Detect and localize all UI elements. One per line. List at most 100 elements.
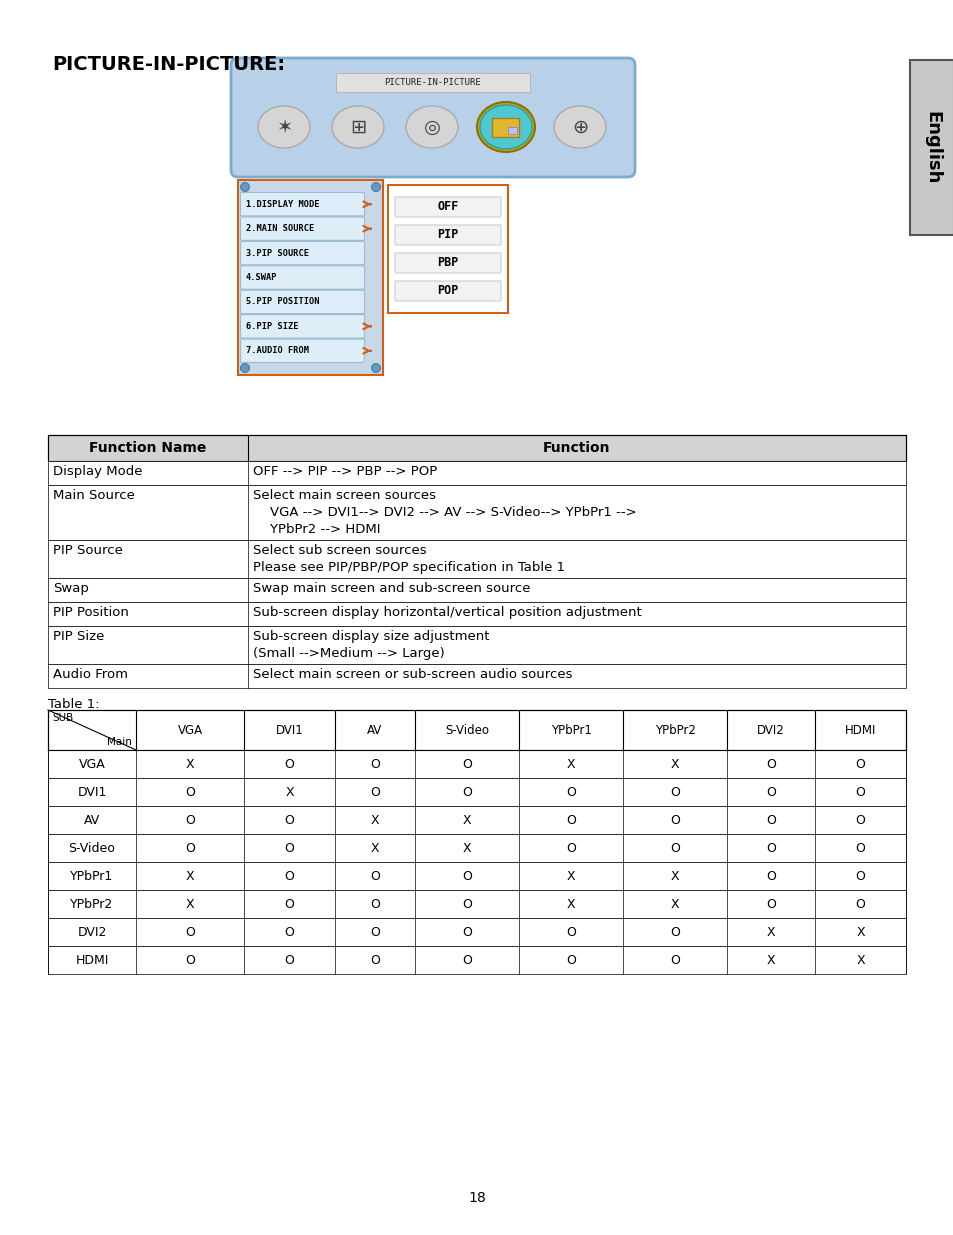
Ellipse shape (406, 106, 457, 148)
FancyBboxPatch shape (240, 241, 364, 264)
Text: Function: Function (542, 441, 610, 454)
Text: Select sub screen sources
Please see PIP/PBP/POP specification in Table 1: Select sub screen sources Please see PIP… (253, 543, 564, 574)
Text: ⊞: ⊞ (350, 117, 366, 137)
FancyBboxPatch shape (388, 185, 507, 312)
Text: 6.PIP SIZE: 6.PIP SIZE (246, 322, 298, 331)
Bar (48, 806, 905, 834)
Text: O: O (185, 925, 194, 939)
Text: DVI1: DVI1 (77, 785, 107, 799)
Text: X: X (670, 869, 679, 883)
Bar (48, 750, 905, 778)
Text: X: X (186, 869, 194, 883)
Text: X: X (566, 869, 575, 883)
Text: O: O (565, 925, 576, 939)
Text: O: O (284, 814, 294, 826)
Text: English: English (923, 111, 940, 184)
Text: S-Video: S-Video (69, 841, 115, 855)
Bar (48, 485, 905, 540)
Ellipse shape (332, 106, 384, 148)
FancyBboxPatch shape (395, 225, 500, 245)
Text: O: O (855, 869, 864, 883)
FancyBboxPatch shape (240, 290, 364, 314)
Text: O: O (669, 814, 679, 826)
Text: O: O (461, 869, 472, 883)
Text: VGA: VGA (78, 757, 105, 771)
Text: O: O (284, 925, 294, 939)
Ellipse shape (257, 106, 310, 148)
Text: 1.DISPLAY MODE: 1.DISPLAY MODE (246, 200, 319, 209)
Text: DVI2: DVI2 (77, 925, 107, 939)
Text: O: O (185, 841, 194, 855)
Text: O: O (765, 757, 775, 771)
Text: AV: AV (367, 724, 382, 736)
Text: X: X (462, 814, 471, 826)
Bar (48, 918, 905, 946)
Bar (48, 626, 905, 664)
Bar (48, 601, 905, 626)
Text: O: O (855, 757, 864, 771)
Text: YPbPr1: YPbPr1 (550, 724, 591, 736)
Bar (48, 461, 905, 485)
Text: YPbPr1: YPbPr1 (71, 869, 113, 883)
Text: O: O (765, 841, 775, 855)
Bar (48, 578, 905, 601)
Text: VGA: VGA (177, 724, 202, 736)
Text: X: X (855, 925, 864, 939)
Text: PIP Size: PIP Size (53, 630, 104, 643)
Text: Sub-screen display size adjustment
(Small -->Medium --> Large): Sub-screen display size adjustment (Smal… (253, 630, 489, 659)
Text: PBP: PBP (436, 257, 458, 269)
FancyBboxPatch shape (240, 340, 364, 363)
Bar (48, 834, 905, 862)
Text: PICTURE-IN-PICTURE: PICTURE-IN-PICTURE (384, 78, 481, 86)
Text: O: O (370, 785, 379, 799)
Text: Swap: Swap (53, 582, 89, 595)
Ellipse shape (554, 106, 605, 148)
Text: X: X (766, 925, 775, 939)
Text: X: X (186, 898, 194, 910)
Text: HDMI: HDMI (75, 953, 109, 967)
Circle shape (240, 183, 250, 191)
Text: O: O (461, 785, 472, 799)
Bar (48, 540, 905, 578)
Text: O: O (855, 785, 864, 799)
Text: Display Mode: Display Mode (53, 466, 142, 478)
Text: O: O (565, 953, 576, 967)
Text: 5.PIP POSITION: 5.PIP POSITION (246, 298, 319, 306)
Text: X: X (186, 757, 194, 771)
Text: Audio From: Audio From (53, 668, 128, 680)
Text: O: O (669, 841, 679, 855)
Text: O: O (185, 814, 194, 826)
FancyBboxPatch shape (240, 217, 364, 241)
FancyBboxPatch shape (395, 282, 500, 301)
Text: X: X (766, 953, 775, 967)
Text: X: X (371, 814, 379, 826)
Text: Swap main screen and sub-screen source: Swap main screen and sub-screen source (253, 582, 530, 595)
FancyBboxPatch shape (395, 253, 500, 273)
Text: Function Name: Function Name (90, 441, 207, 454)
Text: X: X (566, 757, 575, 771)
Bar (48, 664, 905, 688)
Text: X: X (285, 785, 294, 799)
Bar (48, 862, 905, 890)
Text: O: O (185, 785, 194, 799)
Text: O: O (565, 841, 576, 855)
Circle shape (371, 183, 380, 191)
Text: PICTURE-IN-PICTURE:: PICTURE-IN-PICTURE: (52, 56, 285, 74)
Text: O: O (461, 757, 472, 771)
Text: SUB: SUB (52, 713, 73, 722)
Text: X: X (670, 757, 679, 771)
Text: Sub-screen display horizontal/vertical position adjustment: Sub-screen display horizontal/vertical p… (253, 606, 641, 619)
Text: 3.PIP SOURCE: 3.PIP SOURCE (246, 248, 309, 258)
Text: O: O (669, 785, 679, 799)
Text: O: O (284, 841, 294, 855)
FancyBboxPatch shape (240, 266, 364, 289)
Text: O: O (284, 898, 294, 910)
FancyBboxPatch shape (48, 435, 905, 461)
Text: O: O (765, 785, 775, 799)
FancyBboxPatch shape (395, 198, 500, 217)
Text: Table 1:: Table 1: (48, 698, 99, 711)
Text: O: O (855, 898, 864, 910)
Text: ◎: ◎ (423, 117, 440, 137)
Text: PIP: PIP (436, 228, 458, 242)
Ellipse shape (479, 105, 532, 149)
